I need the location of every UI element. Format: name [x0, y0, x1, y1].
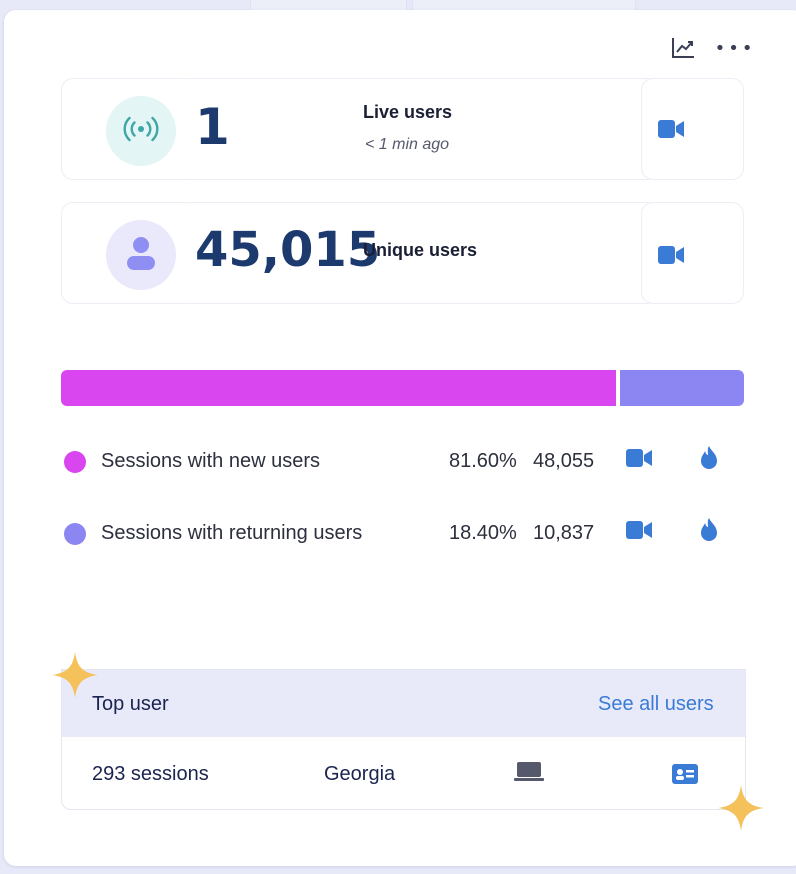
top-user-title: Top user: [92, 693, 169, 715]
sparkle-icon: [52, 652, 98, 702]
new-users-dot: [64, 451, 86, 473]
video-camera-icon[interactable]: [658, 120, 684, 142]
sessions-share-bar: [61, 370, 744, 406]
video-camera-icon[interactable]: [626, 449, 652, 472]
legend-percent: 81.60%: [449, 450, 517, 472]
unique-users-action-cell: [641, 202, 744, 304]
top-user-panel: Top user See all users 293 sessions Geor…: [61, 669, 746, 810]
unique-users-value-cell: [189, 202, 649, 304]
returning-users-dot: [64, 523, 86, 545]
top-user-country: Georgia: [324, 763, 396, 785]
returning-users-segment: [620, 370, 744, 406]
live-signal-badge: [106, 96, 176, 166]
legend-count: 10,837: [533, 522, 595, 544]
live-users-count: 1: [195, 98, 230, 156]
user-avatar-badge: [106, 220, 176, 290]
live-signal-icon: [121, 114, 161, 148]
id-card-icon[interactable]: [672, 764, 698, 789]
unique-users-count: 45,015: [195, 222, 381, 278]
flame-icon[interactable]: [698, 445, 720, 476]
legend-label: Sessions with returning users: [101, 522, 363, 544]
live-users-timestamp: < 1 min ago: [365, 136, 450, 153]
sparkle-icon: [718, 785, 764, 835]
unique-users-label: Unique users: [363, 240, 478, 260]
live-users-label: Live users: [363, 102, 453, 122]
legend-percent: 18.40%: [449, 522, 517, 544]
live-users-value-cell: [189, 78, 649, 180]
live-users-action-cell: [641, 78, 744, 180]
video-camera-icon[interactable]: [658, 246, 684, 268]
trend-chart-icon[interactable]: [670, 36, 696, 60]
unique-users-row: 45,015 Unique users: [61, 202, 744, 304]
new-users-segment: [61, 370, 616, 406]
legend-row-returning-users[interactable]: Sessions with returning users 18.40% 10,…: [64, 517, 744, 549]
legend-count: 48,055: [533, 450, 595, 472]
see-all-users-link[interactable]: See all users: [598, 693, 714, 715]
legend-row-new-users[interactable]: Sessions with new users 81.60% 48,055: [64, 445, 744, 477]
live-users-row: 1 Live users < 1 min ago: [61, 78, 744, 180]
legend-label: Sessions with new users: [101, 450, 320, 472]
top-user-sessions[interactable]: 293 sessions: [92, 763, 209, 785]
user-avatar-icon: [126, 236, 156, 274]
flame-icon[interactable]: [698, 517, 720, 548]
laptop-icon: [514, 762, 544, 787]
more-options-icon[interactable]: •••: [714, 37, 756, 59]
top-user-header: [62, 670, 745, 737]
card-toolbar: •••: [670, 36, 752, 60]
video-camera-icon[interactable]: [626, 521, 652, 544]
